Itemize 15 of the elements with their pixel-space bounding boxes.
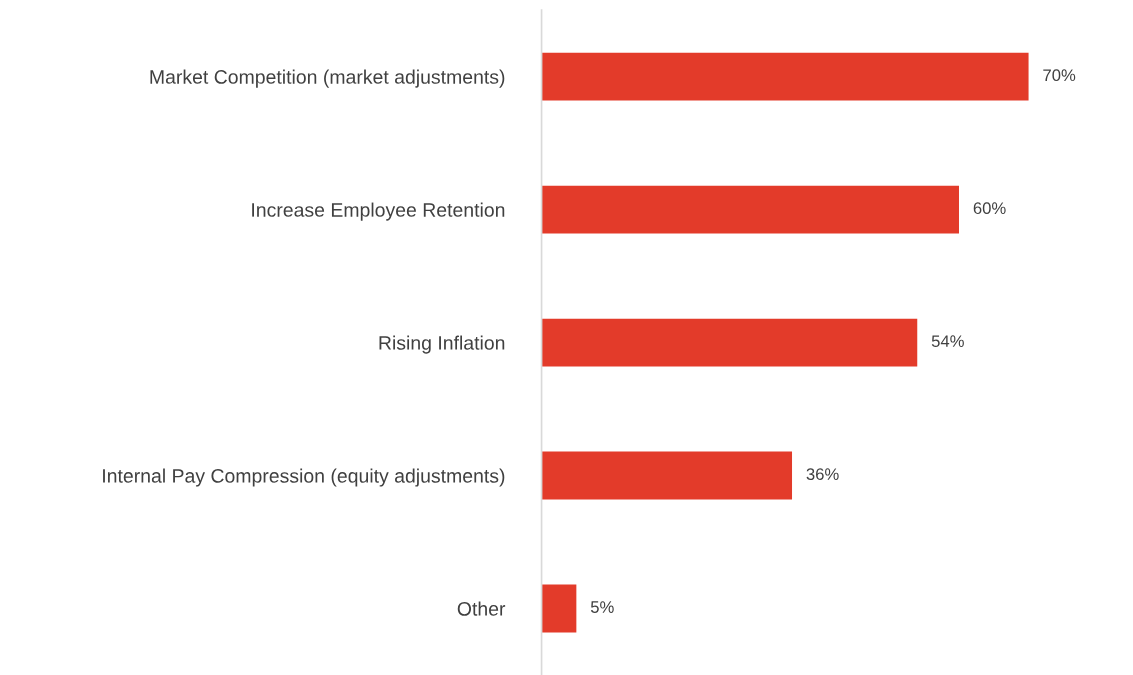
bar	[541, 318, 918, 367]
data-label: 60%	[973, 202, 1006, 215]
y-tick-label: Rising Inflation	[379, 335, 505, 354]
data-label: 70%	[1043, 69, 1076, 82]
data-label: 54%	[931, 335, 964, 348]
data-label: 5%	[590, 601, 614, 613]
y-tick-label: Other	[457, 601, 506, 616]
y-tick-label: Market Competition (market adjustments)	[150, 69, 505, 88]
bar	[541, 584, 577, 633]
bar	[541, 185, 959, 234]
bar	[541, 451, 793, 500]
bar	[541, 52, 1029, 101]
y-tick-label: Increase Employee Retention	[252, 202, 505, 221]
y-tick-label: Internal Pay Compression (equity adjustments)	[103, 468, 505, 487]
data-label: 36%	[806, 468, 839, 481]
